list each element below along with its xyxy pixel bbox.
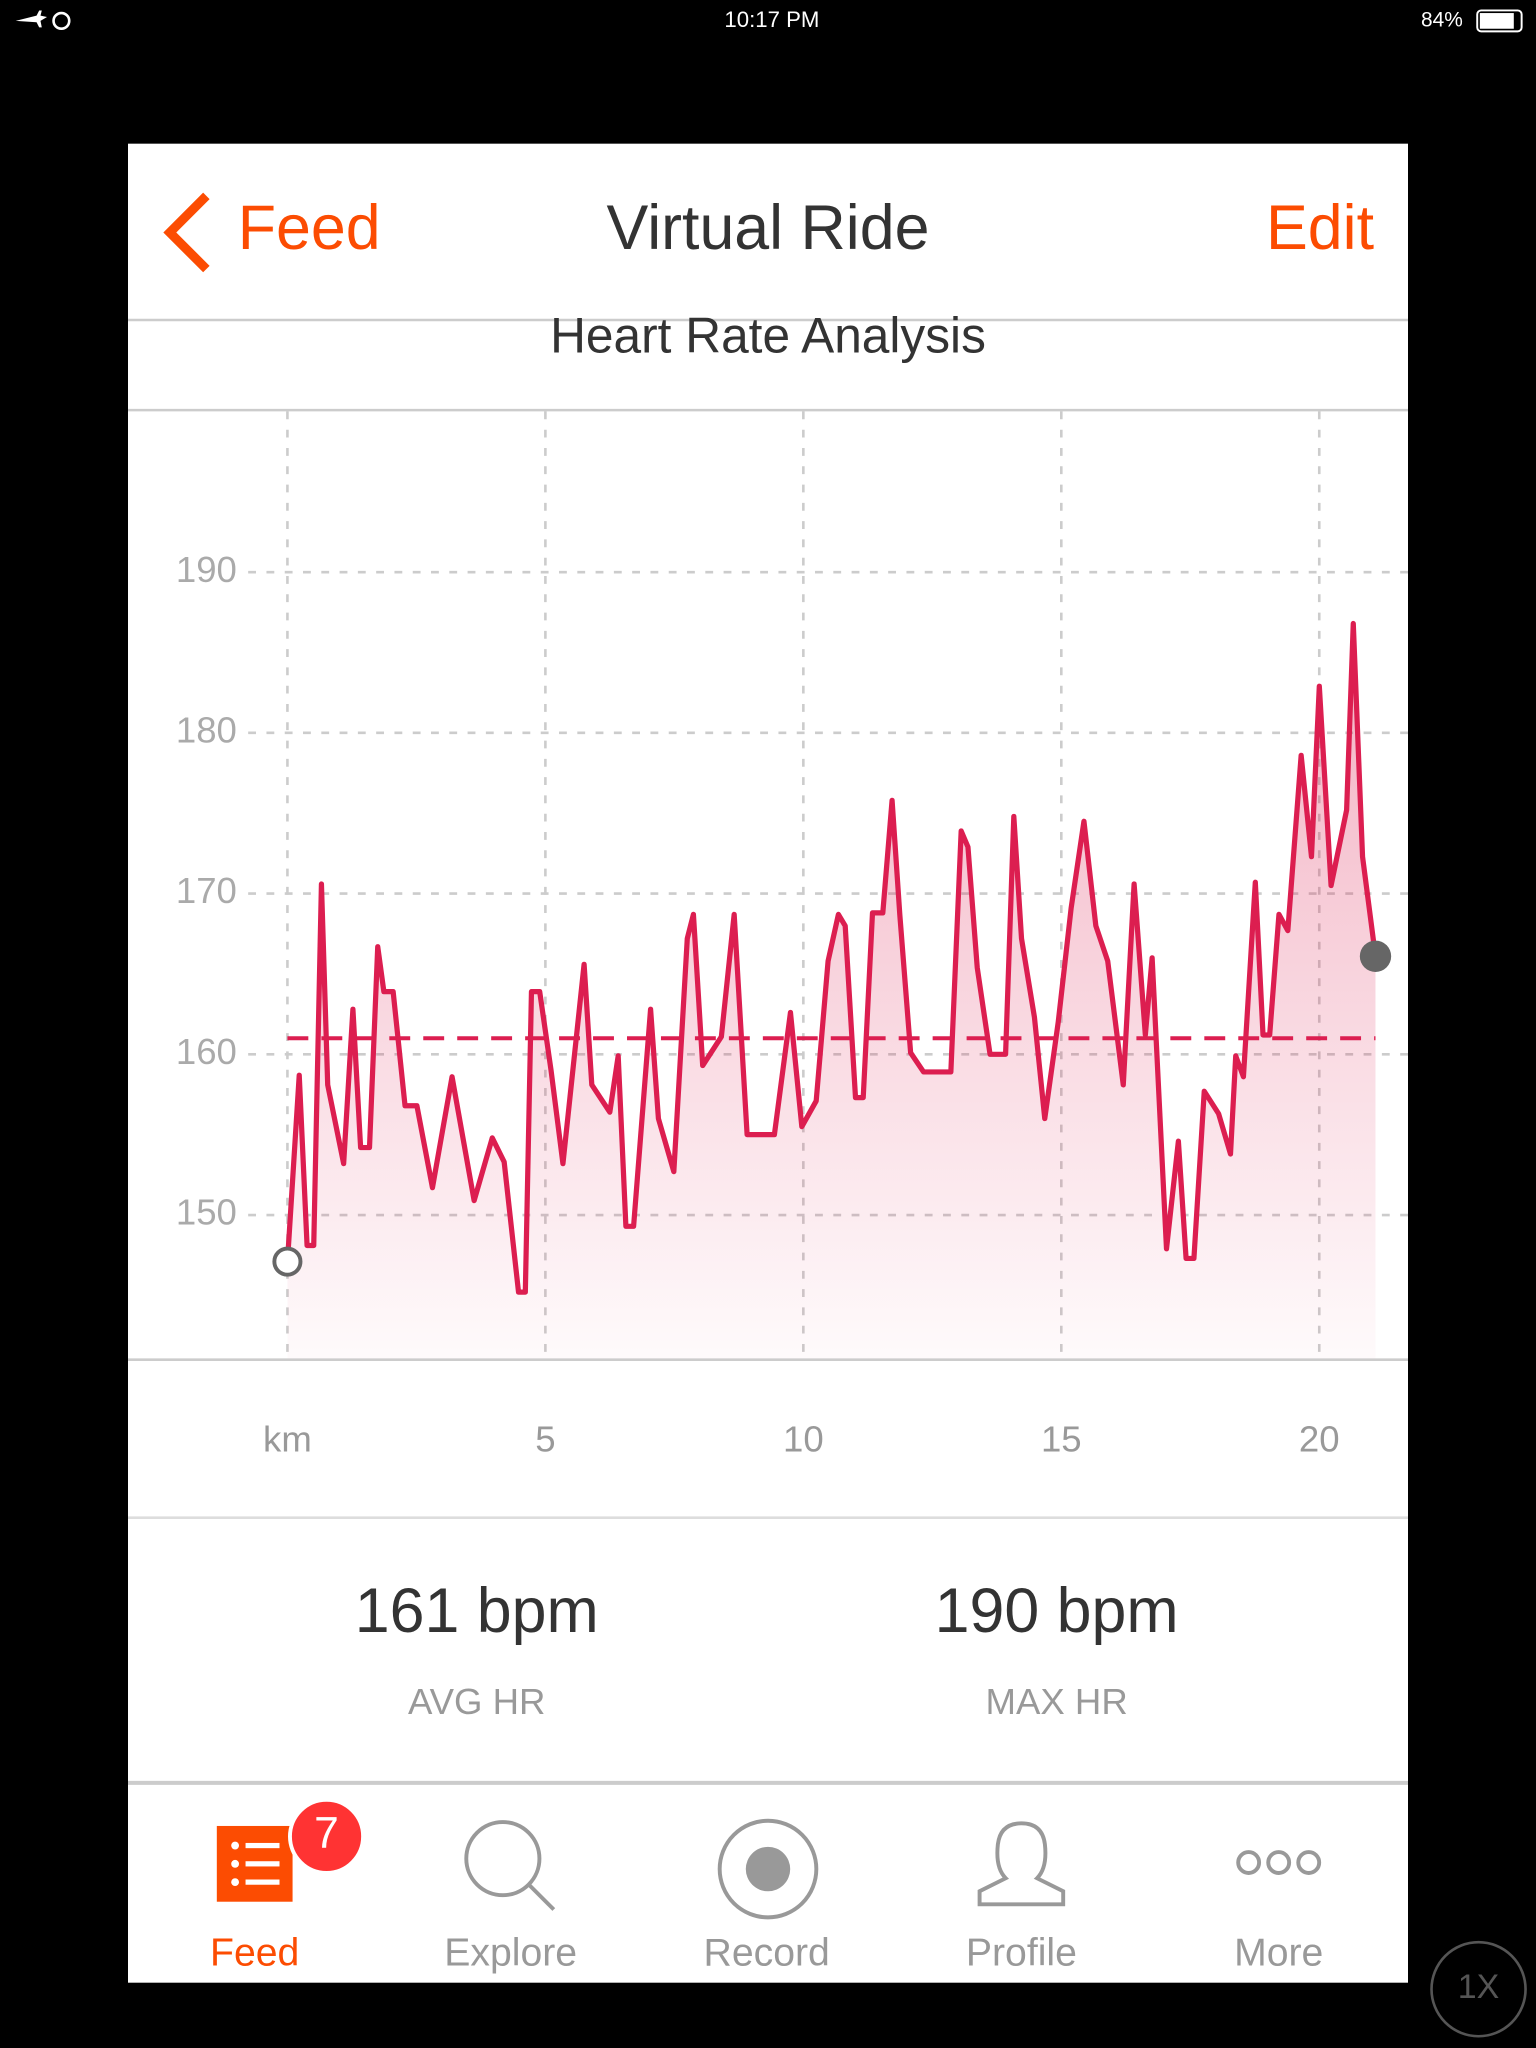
zoom-ring bbox=[1430, 1940, 1527, 2038]
y-tick-label: 160 bbox=[176, 1031, 237, 1072]
more-icon bbox=[1236, 1850, 1262, 1875]
zoom-label: 1X bbox=[1458, 1968, 1500, 2006]
status-bar: 10:17 PM 84% bbox=[15, 7, 1523, 33]
y-tick-label: 190 bbox=[176, 549, 237, 590]
more-icon bbox=[1266, 1850, 1292, 1875]
start-marker bbox=[272, 1246, 303, 1277]
battery-icon bbox=[1476, 9, 1523, 33]
area bbox=[287, 623, 1376, 1360]
chart: km 5 10 15 20 150 160 170 180 190 bbox=[176, 411, 1408, 1460]
profile-icon bbox=[977, 1821, 1066, 1907]
nav-title: Virtual Ride bbox=[607, 193, 930, 263]
badge-count: 7 bbox=[314, 1809, 339, 1858]
profile-tab[interactable]: Profile bbox=[966, 1821, 1077, 1975]
airplane-icon bbox=[15, 10, 48, 28]
x-tick-label: 15 bbox=[1041, 1419, 1082, 1460]
feed-icon-lines bbox=[231, 1841, 280, 1887]
back-button[interactable]: Feed bbox=[238, 193, 381, 263]
x-tick-label: 10 bbox=[783, 1419, 824, 1460]
stat-label: MAX HR bbox=[986, 1681, 1128, 1722]
back-chevron[interactable] bbox=[163, 192, 210, 273]
tab-label: Feed bbox=[210, 1932, 299, 1975]
tab-label: Profile bbox=[966, 1932, 1077, 1975]
feed-tab[interactable]: 7 Feed bbox=[210, 1797, 366, 1975]
x-tick-label: 5 bbox=[535, 1419, 555, 1460]
clock: 10:17 PM bbox=[724, 7, 819, 32]
x-tick-label: 20 bbox=[1299, 1419, 1340, 1460]
x-tick-label: km bbox=[263, 1419, 312, 1460]
tab-label: More bbox=[1234, 1932, 1323, 1975]
more-tab[interactable]: More bbox=[1234, 1850, 1323, 1975]
stat-label: AVG HR bbox=[408, 1681, 545, 1722]
tab-label: Explore bbox=[444, 1932, 577, 1975]
explore-icon bbox=[527, 1883, 556, 1911]
record-icon bbox=[745, 1846, 791, 1892]
badge bbox=[288, 1797, 366, 1875]
stat-value: 161 bpm bbox=[355, 1576, 599, 1646]
edit-button[interactable]: Edit bbox=[1266, 193, 1374, 263]
line bbox=[284, 620, 1379, 1295]
more-icon bbox=[1296, 1850, 1322, 1875]
y-tick-label: 170 bbox=[176, 870, 237, 911]
explore-tab[interactable]: Explore bbox=[444, 1820, 577, 1975]
wifi-icon bbox=[52, 11, 71, 31]
explore-icon bbox=[464, 1820, 542, 1898]
tab-bar: 7 Feed Explore Record Profile More bbox=[210, 1797, 1323, 1975]
y-tick-label: 150 bbox=[176, 1192, 237, 1233]
app-card bbox=[128, 143, 1408, 1983]
battery-fill bbox=[1479, 13, 1514, 29]
chart-title: Heart Rate Analysis bbox=[550, 308, 986, 364]
stat-value: 190 bpm bbox=[935, 1576, 1179, 1646]
y-tick-label: 180 bbox=[176, 710, 237, 751]
tab-label: Record bbox=[704, 1932, 830, 1975]
end-marker bbox=[1359, 940, 1392, 972]
zoom-button[interactable]: 1X bbox=[1430, 1940, 1527, 2038]
record-icon bbox=[717, 1818, 819, 1920]
record-tab[interactable]: Record bbox=[704, 1818, 830, 1975]
battery-level: 84% bbox=[1421, 8, 1463, 31]
